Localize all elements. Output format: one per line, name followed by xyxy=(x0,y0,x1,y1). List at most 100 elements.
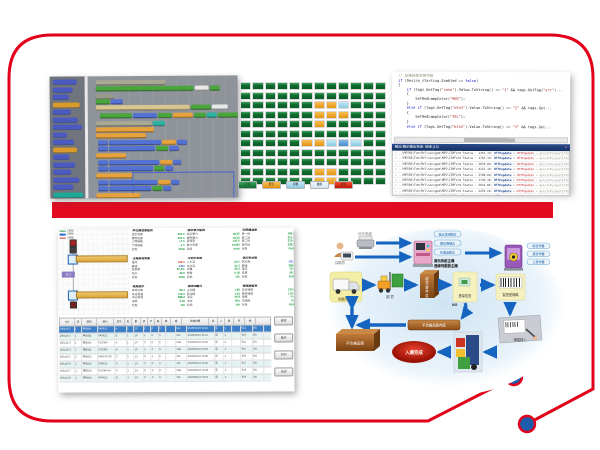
barcode-node xyxy=(495,273,526,301)
text-token: HTTPupdate xyxy=(494,167,512,172)
status-legend: 正常 警告 待機 離線 異常 xyxy=(238,181,388,189)
code-block xyxy=(98,186,109,192)
table-cell xyxy=(231,360,242,367)
code-block xyxy=(96,193,141,199)
text-token: ).Value.ToString() == xyxy=(454,87,503,92)
status-cell xyxy=(264,129,276,138)
table-cell: 160413-5 xyxy=(59,354,75,361)
table-header-cell: 檢 xyxy=(245,317,257,325)
status-cell xyxy=(338,82,350,90)
data-group: -加熱爐溫度 第一段 186.2 第二段 201.8 第三段 215.4 第四段 228.0 狀態… xyxy=(242,228,294,256)
table-cell: 1 xyxy=(224,325,232,332)
block-row xyxy=(95,99,123,105)
toolbox-block xyxy=(52,79,77,85)
text-token: RUN xyxy=(178,247,185,252)
status-cell xyxy=(313,120,325,128)
table-header-cell: 品名 xyxy=(114,318,126,326)
text-token: OK xyxy=(235,274,240,279)
code-block xyxy=(206,112,217,118)
status-cell xyxy=(276,139,288,147)
table-header-cell: 機台 xyxy=(97,318,115,326)
blockly-toolbox xyxy=(49,76,89,199)
status-cell xyxy=(301,139,313,147)
text-token: { xyxy=(398,92,409,97)
table-cell: 10 xyxy=(134,340,144,347)
status-cell xyxy=(276,129,288,138)
table-header-cell: 線別 xyxy=(82,318,98,326)
table-cell: TAF xyxy=(175,360,188,368)
status-cell xyxy=(289,167,301,176)
check-node xyxy=(452,271,478,303)
text-token: "btn1" xyxy=(452,106,466,111)
block-row xyxy=(98,179,180,186)
status-cell xyxy=(289,82,301,90)
text-token: HTTPupdate xyxy=(494,183,512,188)
table-cell: 押出(A) xyxy=(82,361,98,368)
table-cell: TAB xyxy=(175,339,188,347)
table-cell xyxy=(231,353,242,360)
code-block xyxy=(109,185,152,192)
code-block xyxy=(156,145,169,151)
text-token: (tags.GetTag( xyxy=(411,87,442,92)
status-cell xyxy=(240,129,252,138)
status-cell xyxy=(264,167,276,176)
table-cell: 押出(A) xyxy=(82,326,98,333)
text-token: 狀態 xyxy=(186,275,193,280)
code-block xyxy=(98,140,109,146)
fade-overlay xyxy=(58,377,295,393)
table-cell: 10 xyxy=(134,326,144,333)
status-cell xyxy=(289,129,301,138)
code-block xyxy=(110,99,123,105)
table-cell: 1 xyxy=(126,340,135,347)
side-buttons: 查詢 匯出 列印 設定 xyxy=(274,316,294,377)
code-block xyxy=(152,185,163,191)
status-cell xyxy=(374,148,386,157)
status-cell xyxy=(374,120,386,128)
status-cell xyxy=(338,120,350,128)
code-block xyxy=(190,104,211,110)
text-token xyxy=(398,106,407,110)
status-cell xyxy=(362,120,374,128)
status-cell xyxy=(252,91,264,100)
table-cell: 0 xyxy=(158,333,167,340)
done-node xyxy=(392,341,436,363)
server-machine-icon xyxy=(413,240,433,267)
code-block xyxy=(95,104,190,111)
status-cell xyxy=(350,82,362,90)
data-group: -主軸馬達負載 電流 126.5 轉速 1450 負載率 87.2% 溫升 42.6 狀態 RUN xyxy=(132,257,185,285)
text-token: RUN xyxy=(288,246,295,251)
table-cell: 1 xyxy=(74,347,83,354)
scrollbar-thumb xyxy=(463,137,516,143)
table-header-cell: 班 xyxy=(209,317,219,325)
table-cell: 1 xyxy=(224,353,232,360)
data-group: -線速度監視 設定速度 120.0 實際速度 119.6 偏差 -0.4 加速度 0.0 狀態 RU… xyxy=(242,284,294,312)
code-block xyxy=(209,85,220,91)
text-token: HTTPupdate xyxy=(516,183,535,188)
table-cell: 0 xyxy=(151,333,159,340)
status-cell xyxy=(350,148,362,157)
toolbox-block xyxy=(52,101,80,108)
code-block xyxy=(154,165,165,171)
text-token xyxy=(398,87,407,91)
toolbox-block xyxy=(53,169,72,175)
table-cell: 0 xyxy=(158,326,167,333)
code-editor-screenshot: // 設備啟動狀態判斷 if (Device_starting.Enabled =… xyxy=(391,71,571,197)
table-cell: 1 xyxy=(126,326,135,333)
station-icon xyxy=(69,239,77,247)
status-cell xyxy=(252,167,264,176)
table-header-cell: 狀 xyxy=(75,318,83,326)
legend-chip: 正常 xyxy=(238,181,257,189)
table-cell: 1 xyxy=(126,347,135,354)
table-cell: 2 xyxy=(224,367,232,374)
table-header-cell: 碼 xyxy=(171,317,183,326)
data-group: -押出機溫度監視 設定溫度 235.0 實際溫度 234.6 上限偏差 +1.5 下限偏差 -1… xyxy=(132,229,185,257)
text-token: HTTPupdate xyxy=(494,194,511,196)
table-cell: 2 xyxy=(143,326,152,333)
table-cell: 0 xyxy=(151,340,159,347)
table-cell: 早 xyxy=(214,367,225,374)
status-cell xyxy=(264,101,276,109)
code-line: else if (tags.GetTag("btn2").Value.ToStr… xyxy=(398,124,570,129)
status-cell xyxy=(325,139,337,147)
table-body: 160413-1 1 押出(A) PA6610 A 1 10 2 0 0- TAF 2016/04/1… xyxy=(59,325,272,383)
truck-node xyxy=(329,271,363,303)
